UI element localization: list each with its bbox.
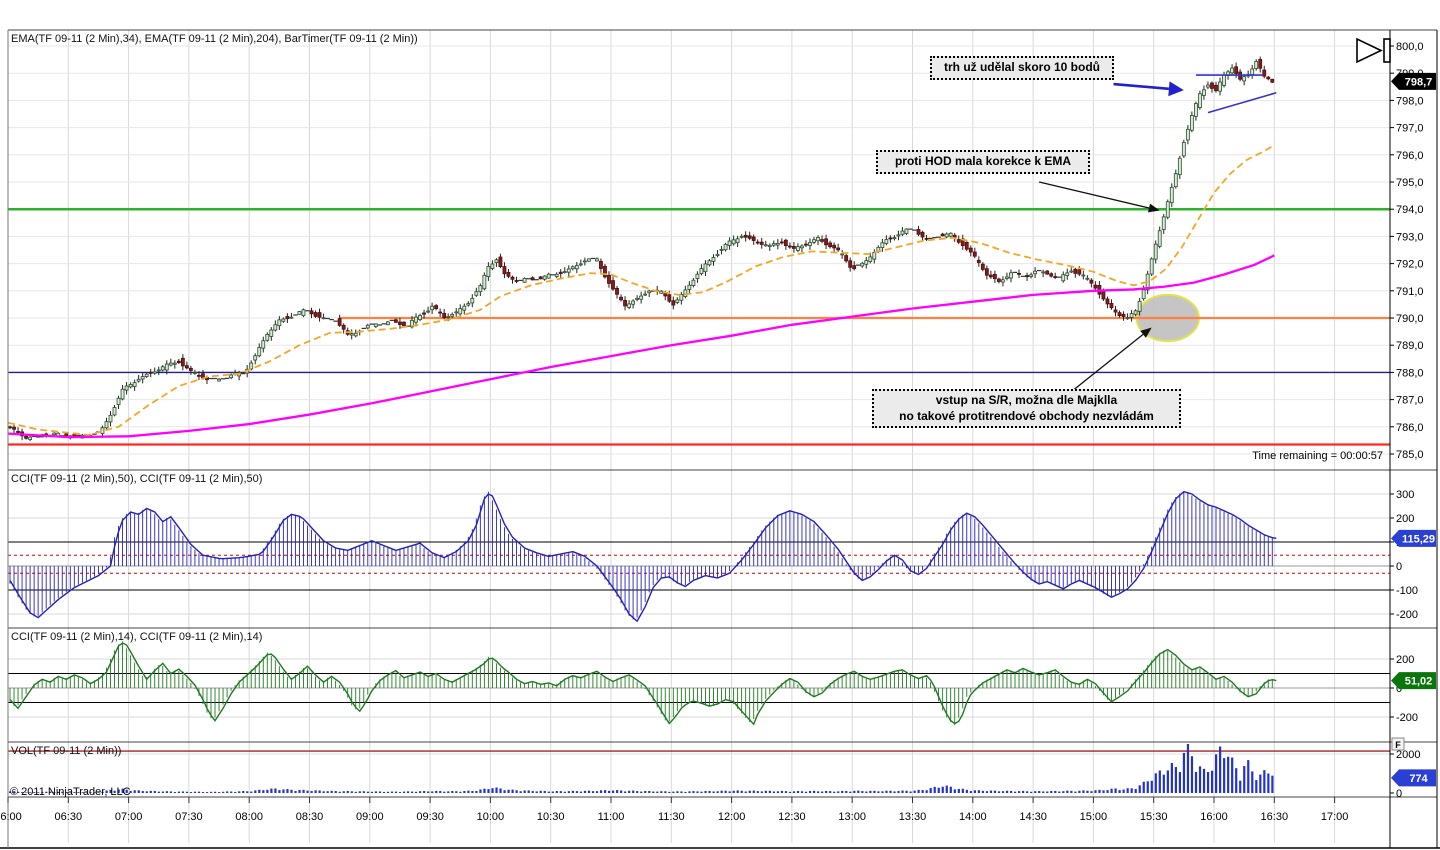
price-axis[interactable]: 800,0799,0798,0797,0796,0795,0794,0793,0…	[1390, 41, 1424, 800]
volume-bars	[9, 744, 1274, 793]
axis-label: 795,0	[1396, 177, 1424, 189]
axis-label: 0	[1396, 561, 1402, 573]
axis-label: 07:00	[115, 811, 143, 823]
last-price-badge: 798,7	[1391, 72, 1436, 90]
axis-label: -200	[1396, 609, 1418, 621]
annotation-correction[interactable]: proti HOD mala korekce k EMA	[876, 150, 1090, 174]
axis-label: -100	[1396, 585, 1418, 597]
cci14-panel-indicator-label: CCI(TF 09-11 (2 Min),14), CCI(TF 09-11 (…	[11, 631, 263, 643]
axis-label: 15:00	[1080, 811, 1108, 823]
axis-label: 785,0	[1396, 449, 1424, 461]
axis-label: 16:30	[1261, 811, 1289, 823]
axis-label: 12:30	[778, 811, 806, 823]
volume-value-badge: 774	[1391, 769, 1436, 787]
copyright-text: © 2011 NinjaTrader, LLC	[10, 786, 131, 798]
bar-timer-text: Time remaining = 00:00:57	[1252, 450, 1383, 462]
axis-label: 200	[1396, 513, 1414, 525]
panel-borders	[0, 29, 1440, 849]
annotation-breakout[interactable]: trh už udělal skoro 10 bodů	[930, 56, 1114, 80]
cci50-value-badge: 115,29	[1391, 529, 1436, 547]
axis-label: 789,0	[1396, 340, 1424, 352]
axis-label: 14:00	[959, 811, 987, 823]
axis-label: 51,02	[1405, 676, 1433, 688]
time-axis[interactable]: 06:00 06:30 07:00 07:30 08:00 08:30 09:00 09:30…	[0, 797, 1348, 823]
axis-label: 796,0	[1396, 150, 1424, 162]
axis-label: 800,0	[1396, 41, 1424, 53]
ema34-line	[8, 144, 1275, 436]
axis-label: 115,29	[1402, 533, 1435, 545]
axis-label: 0	[1396, 788, 1402, 800]
axis-label: 17:00	[1321, 811, 1349, 823]
axis-label: 774	[1409, 773, 1428, 785]
annotation-entry-line2: no takové protitrendové obchody nezvládá…	[899, 408, 1154, 423]
axis-label: 792,0	[1396, 259, 1424, 271]
axis-label: 07:30	[175, 811, 203, 823]
flag-bottom	[1207, 92, 1277, 114]
axis-label: 798,7	[1405, 76, 1433, 88]
axis-label: 08:00	[235, 811, 263, 823]
axis-label: 791,0	[1396, 286, 1424, 298]
axis-label: 793,0	[1396, 231, 1424, 243]
axis-label: 14:30	[1019, 811, 1047, 823]
cci-plot	[9, 490, 1277, 623]
axis-label: 13:00	[838, 811, 866, 823]
axis-label: F	[1395, 740, 1401, 750]
go-to-end-icon[interactable]	[1356, 37, 1391, 64]
axis-label: 08:30	[296, 811, 324, 823]
drawn-objects[interactable]	[1038, 74, 1277, 391]
main-panel-indicator-label: EMA(TF 09-11 (2 Min),34), EMA(TF 09-11 (…	[11, 33, 418, 45]
cci-plot	[9, 641, 1277, 726]
cci50-panel-indicator-label: CCI(TF 09-11 (2 Min),50), CCI(TF 09-11 (…	[11, 473, 263, 485]
axis-label: 790,0	[1396, 313, 1424, 325]
fixed-scale-icon[interactable]: F	[1391, 737, 1405, 751]
cci14-value-badge: 51,02	[1391, 672, 1436, 690]
ema-lines	[8, 144, 1275, 439]
axis-label: 09:00	[356, 811, 384, 823]
axis-label: 200	[1396, 654, 1414, 666]
axis-label: 10:00	[477, 811, 505, 823]
axis-label: 11:30	[658, 811, 685, 823]
annotation-entry-line1: vstup na S/R, možna dle Majklla	[935, 393, 1118, 407]
axis-label: 09:30	[416, 811, 444, 823]
axis-label: 2000	[1396, 749, 1420, 761]
axis-label: 794,0	[1396, 204, 1424, 216]
ema204-line	[8, 254, 1275, 439]
axis-label: -200	[1396, 712, 1418, 724]
candlesticks	[8, 56, 1275, 442]
axis-label: 10:30	[537, 811, 565, 823]
axis-label: 11:00	[598, 811, 625, 823]
annotation-entry[interactable]: vstup na S/R, možna dle Majklla no takov…	[872, 389, 1181, 429]
vol-panel-indicator-label: VOL(TF 09-11 (2 Min))	[11, 745, 122, 757]
axis-label: 788,0	[1396, 367, 1424, 379]
horizontal-price-lines	[8, 207, 1390, 446]
axis-label: 786,0	[1396, 422, 1424, 434]
axis-label: 15:30	[1140, 811, 1168, 823]
axis-label: 06:00	[0, 811, 22, 823]
axis-label: 16:00	[1200, 811, 1228, 823]
axis-label: 06:30	[55, 811, 83, 823]
axis-label: 797,0	[1396, 123, 1424, 135]
axis-label: 798,0	[1396, 95, 1424, 107]
axis-label: 12:00	[718, 811, 746, 823]
axis-label: 13:30	[899, 811, 927, 823]
axis-label: 300	[1396, 489, 1414, 501]
axis-label: 787,0	[1396, 395, 1424, 407]
